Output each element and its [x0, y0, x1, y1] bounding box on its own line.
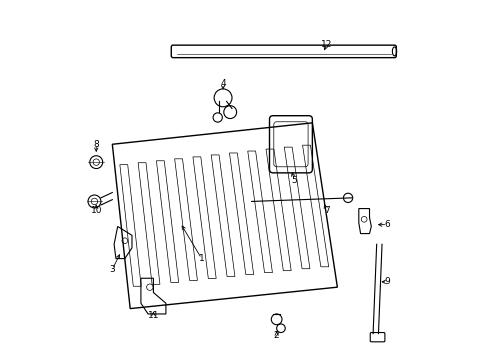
Text: 11: 11 — [147, 311, 159, 320]
Text: 8: 8 — [93, 140, 99, 149]
Text: 5: 5 — [291, 176, 297, 185]
Text: 9: 9 — [384, 277, 389, 286]
Text: 12: 12 — [320, 40, 332, 49]
Text: 7: 7 — [323, 206, 329, 215]
Text: 10: 10 — [90, 206, 102, 215]
Text: 1: 1 — [198, 254, 204, 263]
Text: 3: 3 — [109, 265, 115, 274]
Text: 2: 2 — [273, 331, 279, 340]
Text: 6: 6 — [384, 220, 389, 229]
Text: 4: 4 — [220, 79, 225, 88]
